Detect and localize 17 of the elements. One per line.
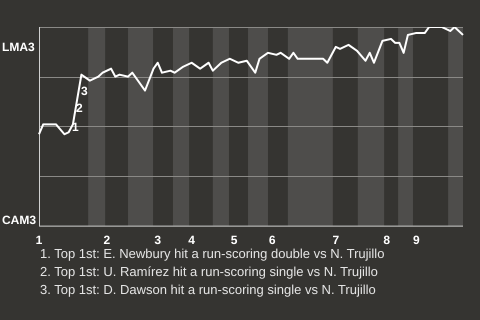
x-tick-label: 1	[36, 233, 43, 248]
x-tick-label: 7	[332, 233, 340, 248]
x-tick-label: 8	[383, 233, 390, 248]
text: CAM3	[2, 213, 36, 227]
x-tick-label: 6	[268, 233, 276, 248]
annotation: 2	[76, 101, 83, 115]
x-tick-label: 9	[413, 233, 420, 248]
x-tick-label: 3	[154, 233, 162, 248]
text: LMA3	[2, 40, 35, 54]
annotation: 1	[72, 120, 79, 134]
text: 3. Top 1st: D. Dawson hit a run-scoring single vs N. Trujillo	[40, 281, 377, 299]
text: 1. Top 1st: E. Newbury hit a run-scoring double vs N. Trujillo	[40, 245, 384, 263]
text: 2. Top 1st: U. Ramírez hit a run-scoring single vs N. Trujillo	[40, 263, 379, 281]
x-tick-label: 2	[103, 233, 110, 248]
x-tick-label: 5	[230, 233, 238, 248]
annotation: 3	[81, 84, 88, 98]
x-tick-label: 4	[188, 233, 196, 248]
